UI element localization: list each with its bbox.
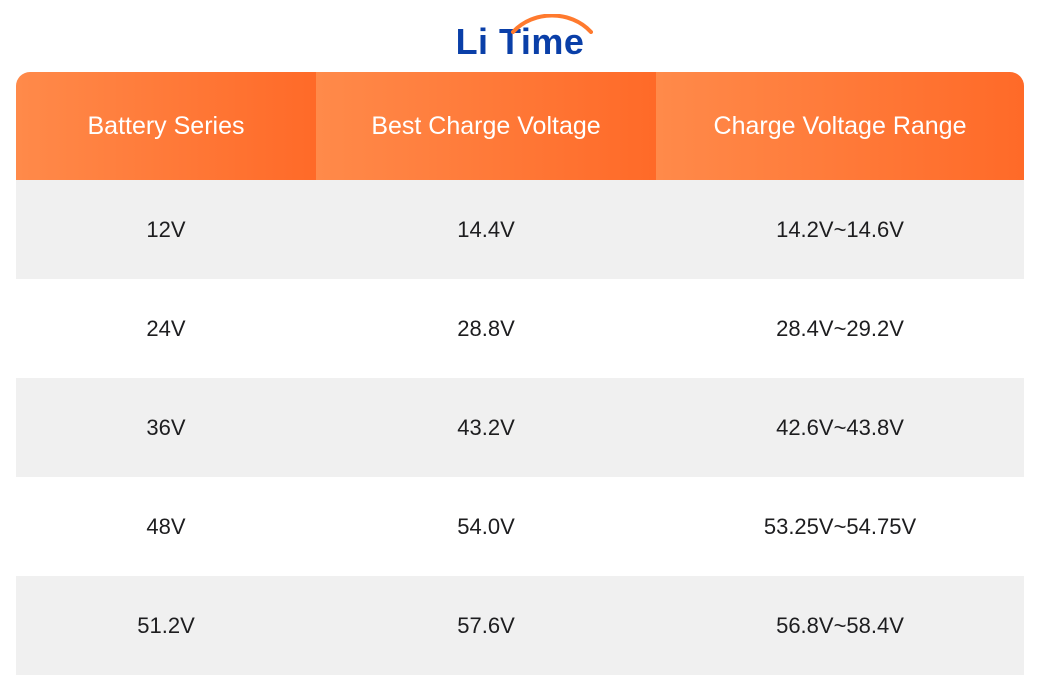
table-row: 51.2V 57.6V 56.8V~58.4V xyxy=(16,576,1024,675)
cell-best-voltage: 28.8V xyxy=(316,279,656,378)
table-row: 36V 43.2V 42.6V~43.8V xyxy=(16,378,1024,477)
column-header-charge-voltage-range: Charge Voltage Range xyxy=(656,72,1024,180)
table-row: 24V 28.8V 28.4V~29.2V xyxy=(16,279,1024,378)
cell-best-voltage: 54.0V xyxy=(316,477,656,576)
cell-battery-series: 51.2V xyxy=(16,576,316,675)
cell-battery-series: 12V xyxy=(16,180,316,279)
brand-logo-container: Li Time xyxy=(0,0,1040,72)
cell-best-voltage: 14.4V xyxy=(316,180,656,279)
cell-voltage-range: 28.4V~29.2V xyxy=(656,279,1024,378)
cell-battery-series: 36V xyxy=(16,378,316,477)
brand-name: Li Time xyxy=(456,24,585,60)
brand-logo: Li Time xyxy=(445,14,595,60)
table-row: 12V 14.4V 14.2V~14.6V xyxy=(16,180,1024,279)
column-header-best-charge-voltage: Best Charge Voltage xyxy=(316,72,656,180)
charge-voltage-table: Battery Series Best Charge Voltage Charg… xyxy=(16,72,1024,675)
cell-best-voltage: 57.6V xyxy=(316,576,656,675)
table-row: 48V 54.0V 53.25V~54.75V xyxy=(16,477,1024,576)
cell-voltage-range: 42.6V~43.8V xyxy=(656,378,1024,477)
cell-battery-series: 48V xyxy=(16,477,316,576)
cell-voltage-range: 53.25V~54.75V xyxy=(656,477,1024,576)
cell-voltage-range: 56.8V~58.4V xyxy=(656,576,1024,675)
table-header-row: Battery Series Best Charge Voltage Charg… xyxy=(16,72,1024,180)
column-header-battery-series: Battery Series xyxy=(16,72,316,180)
cell-best-voltage: 43.2V xyxy=(316,378,656,477)
cell-voltage-range: 14.2V~14.6V xyxy=(656,180,1024,279)
cell-battery-series: 24V xyxy=(16,279,316,378)
